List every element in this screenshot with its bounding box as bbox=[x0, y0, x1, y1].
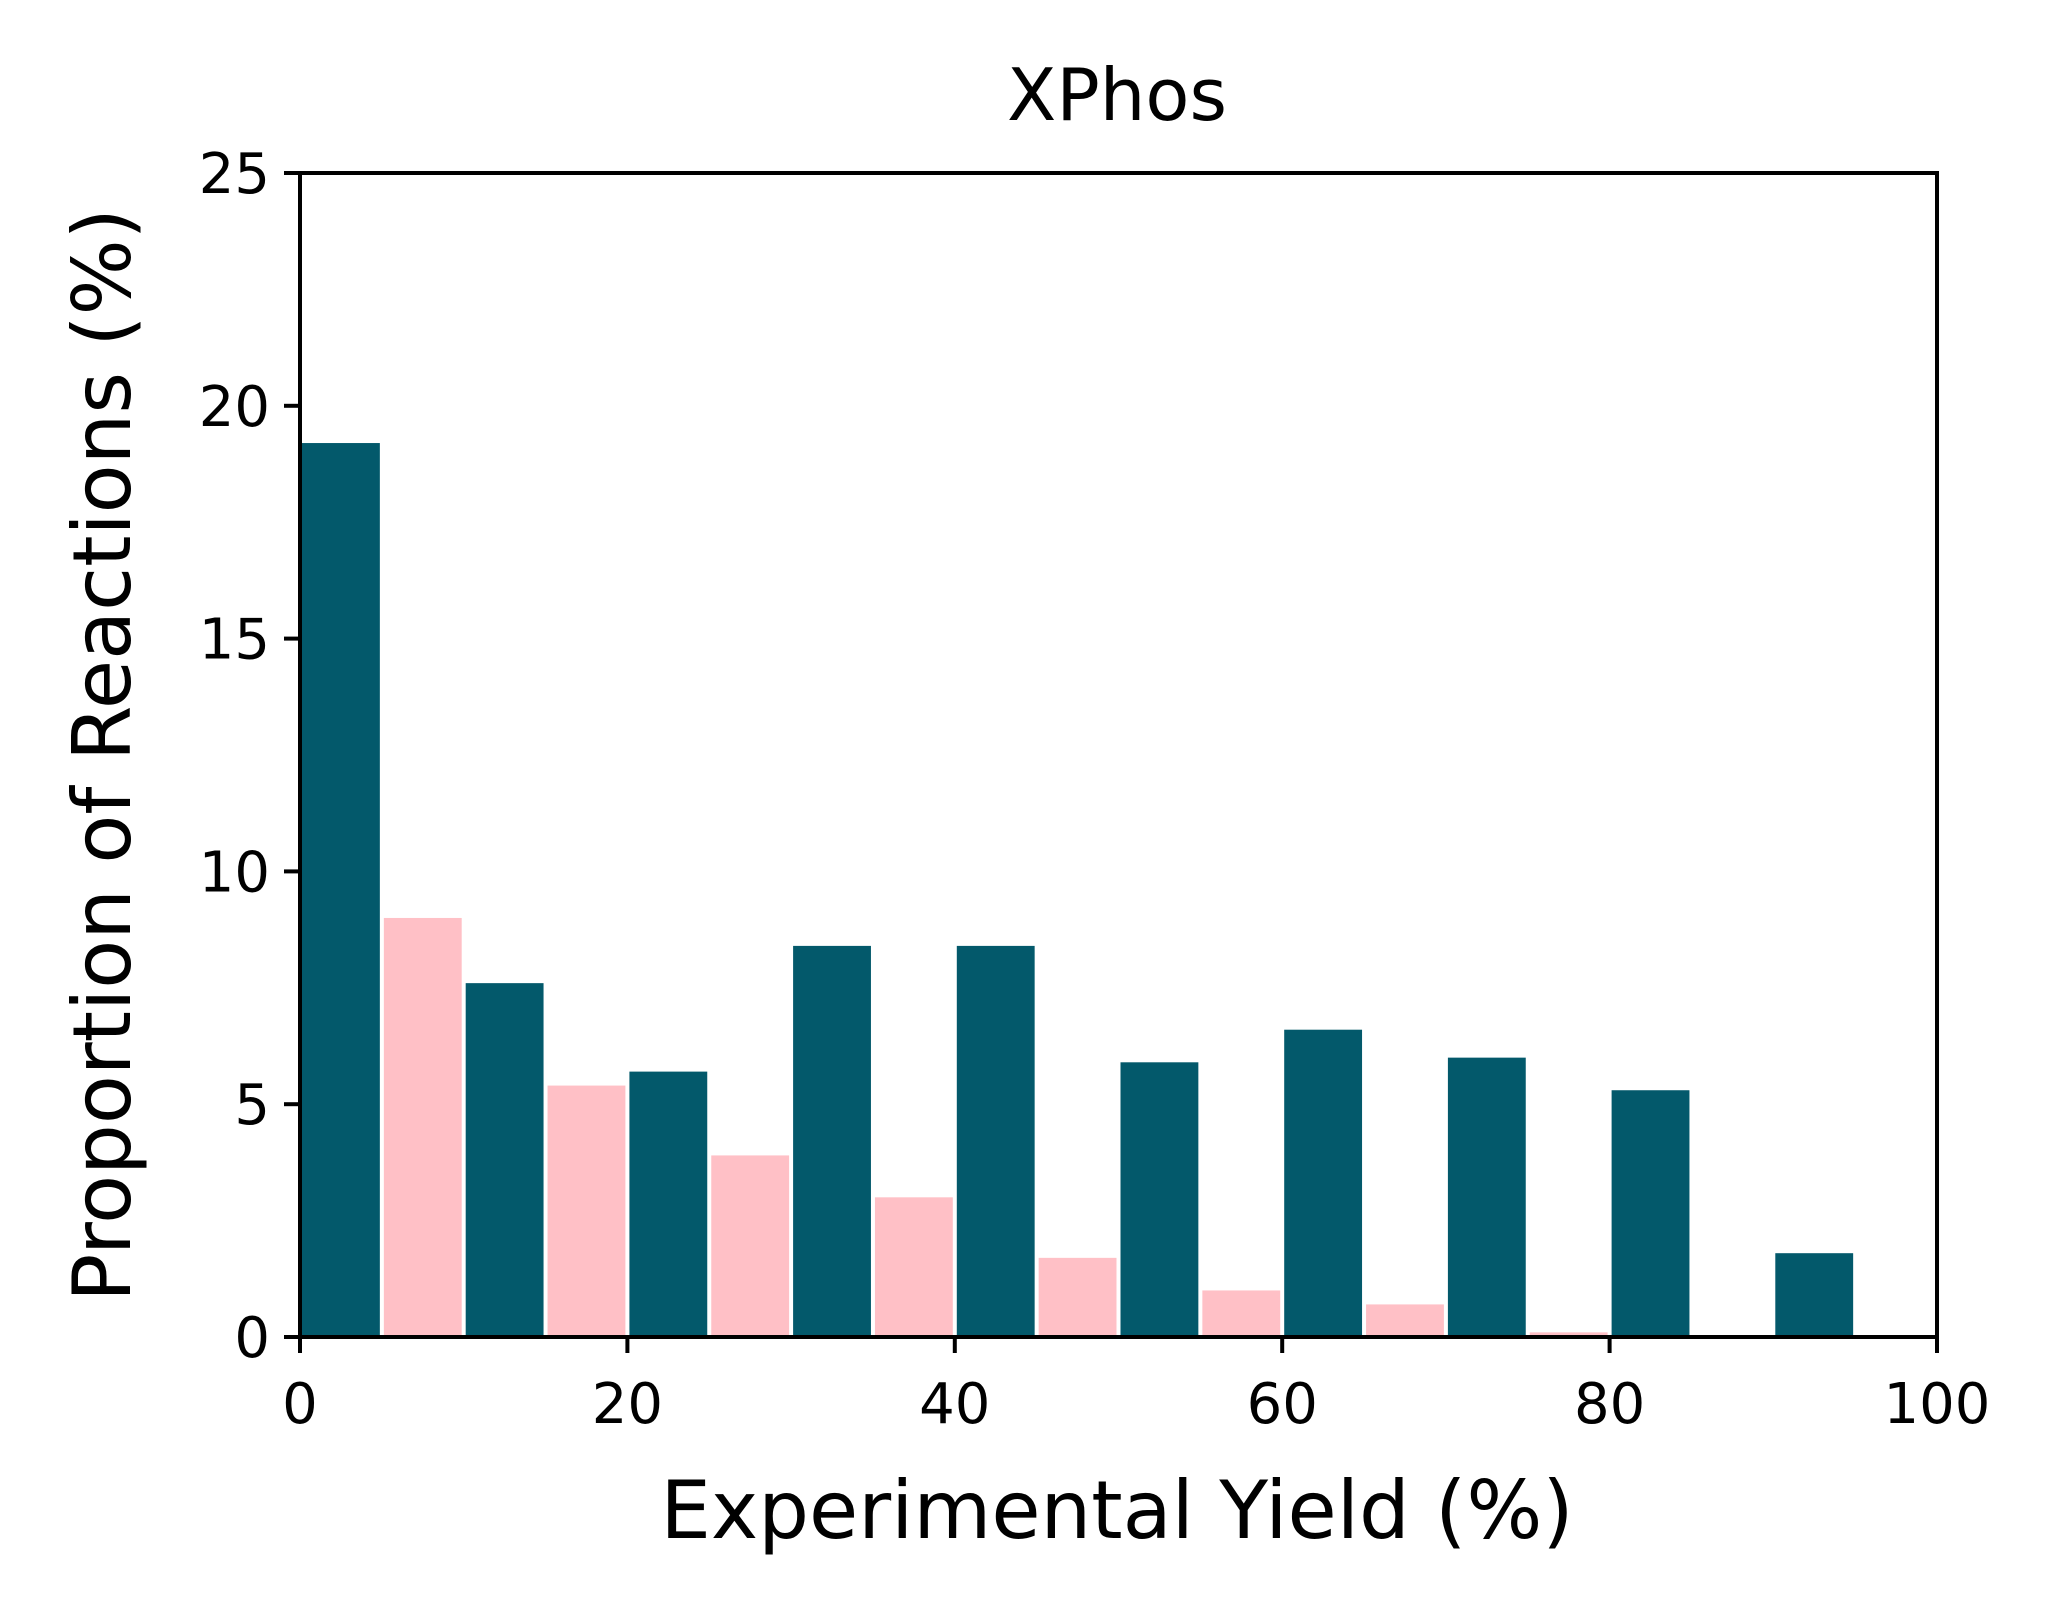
bar-series2-bin3 bbox=[711, 1155, 790, 1337]
x-tick-label: 80 bbox=[1574, 1372, 1645, 1437]
bar-series1-bin8 bbox=[1447, 1057, 1526, 1337]
bar-series1-bin3 bbox=[629, 1071, 708, 1337]
bar-series1-bin7 bbox=[1284, 1029, 1363, 1337]
bar-series2-bin2 bbox=[547, 1085, 626, 1337]
bar-series1-bin1 bbox=[302, 443, 380, 1338]
bar-series2-bin7 bbox=[1366, 1304, 1444, 1337]
bar-series1-bin2 bbox=[465, 983, 544, 1337]
y-tick-label: 0 bbox=[234, 1306, 270, 1371]
bar-series1-bin4 bbox=[793, 945, 871, 1337]
y-tick-label: 20 bbox=[199, 375, 270, 440]
bar-series2-bin5 bbox=[1038, 1257, 1117, 1337]
x-tick-label: 0 bbox=[282, 1372, 318, 1437]
y-tick-label: 5 bbox=[234, 1073, 270, 1138]
x-tick-label: 40 bbox=[919, 1372, 990, 1437]
bar-series1-bin6 bbox=[1120, 1062, 1199, 1337]
bar-series1-bin10 bbox=[1775, 1253, 1854, 1337]
bar-series2-bin6 bbox=[1202, 1290, 1281, 1337]
bar-series2-bin1 bbox=[383, 917, 462, 1337]
plot-frame bbox=[298, 171, 1939, 1339]
bar-series1-bin5 bbox=[956, 945, 1035, 1337]
bars-group bbox=[302, 443, 1854, 1338]
ticks-group: 0 20 40 60 80 100 0 5 10 15 20 25 bbox=[199, 142, 1991, 1437]
y-tick-label: 10 bbox=[199, 840, 270, 905]
x-axis-label: Experimental Yield (%) bbox=[660, 1464, 1573, 1557]
y-axis-label: Proportion of Reactions (%) bbox=[56, 208, 149, 1302]
y-tick-label: 25 bbox=[199, 142, 270, 207]
y-tick-label: 15 bbox=[199, 608, 270, 673]
bar-series1-bin9 bbox=[1611, 1090, 1690, 1337]
x-tick-label: 20 bbox=[592, 1372, 663, 1437]
bar-series2-bin8 bbox=[1529, 1332, 1608, 1337]
x-tick-label: 100 bbox=[1884, 1372, 1991, 1437]
chart-title: XPhos bbox=[1007, 53, 1227, 137]
x-tick-label: 60 bbox=[1247, 1372, 1318, 1437]
bar-series2-bin4 bbox=[874, 1197, 953, 1337]
